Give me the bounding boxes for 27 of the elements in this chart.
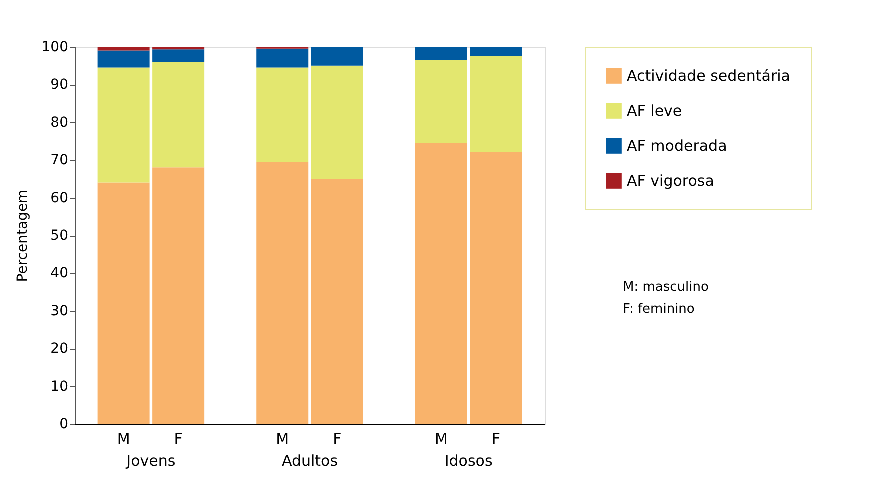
y-tick-label: 40: [50, 266, 68, 282]
legend-label: AF moderada: [627, 137, 728, 155]
y-tick-label: 50: [50, 228, 68, 244]
y-tick-label: 90: [50, 77, 68, 94]
text: Adultos: [282, 452, 338, 470]
text: F: feminino: [623, 302, 695, 317]
text: Idosos: [444, 452, 493, 470]
legend-label: Actividade sedentária: [627, 67, 790, 85]
y-tick-label: 100: [42, 40, 68, 56]
y-tick-label: 20: [50, 341, 68, 358]
text: M: masculino: [623, 280, 709, 295]
x-tick-label: F: [174, 430, 183, 448]
y-tick-label: 10: [50, 378, 68, 395]
text: Jovens: [126, 452, 176, 470]
legend-label: AF vigorosa: [627, 172, 714, 190]
y-tick-label: 30: [50, 303, 68, 320]
x-tick-label: M: [117, 430, 130, 448]
x-tick-label: F: [333, 430, 342, 448]
y-axis-title: Percentagem: [14, 190, 31, 282]
y-tick-label: 0: [60, 416, 68, 432]
y-tick-label: 60: [50, 190, 68, 206]
x-tick-label: M: [276, 430, 290, 448]
x-tick-label: M: [434, 430, 448, 448]
legend-label: AF leve: [627, 102, 682, 120]
y-tick-label: 70: [50, 152, 68, 169]
y-tick-label: 80: [50, 114, 68, 131]
x-tick-label: F: [492, 430, 501, 448]
